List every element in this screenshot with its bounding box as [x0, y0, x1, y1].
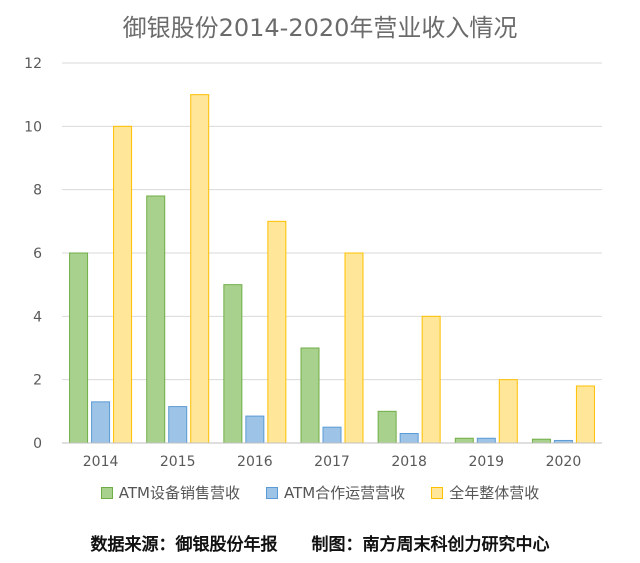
x-tick-label-5: 2019 [468, 454, 504, 470]
legend-swatch-2 [431, 486, 444, 499]
legend-item-0: ATM设备销售营收 [100, 482, 240, 503]
y-tick-label-1: 2 [33, 373, 42, 389]
bar-2-1 [190, 94, 210, 444]
legend-item-1: ATM合作运营营收 [265, 482, 406, 503]
bar-0-2 [223, 284, 243, 444]
y-tick-label-6: 12 [24, 56, 42, 72]
bar-0-4 [377, 410, 397, 444]
source-text: 数据来源：御银股份年报 [90, 535, 278, 555]
y-tick-label-3: 6 [33, 246, 42, 262]
credit-text: 制图：南方周末科创力研究中心 [311, 535, 550, 555]
bar-0-0 [69, 252, 89, 444]
bar-2-6 [575, 385, 595, 444]
x-tick-label-3: 2017 [314, 454, 350, 470]
source-note: 数据来源：御银股份年报 制图：南方周末科创力研究中心 [0, 530, 640, 555]
legend-item-2: 全年整体营收 [431, 482, 539, 503]
x-tick-label-1: 2015 [160, 454, 196, 470]
y-tick-label-0: 0 [33, 436, 42, 452]
x-tick-label-6: 2020 [546, 454, 582, 470]
x-tick-label-4: 2018 [391, 454, 427, 470]
bar-2-5 [498, 379, 518, 444]
bar-1-2 [245, 415, 265, 444]
bar-0-5 [454, 437, 474, 444]
legend-label-0: ATM设备销售营收 [118, 484, 240, 502]
x-tick-label-0: 2014 [83, 454, 119, 470]
bar-1-5 [476, 437, 496, 444]
legend-label-1: ATM合作运营营收 [283, 484, 406, 502]
bar-2-0 [113, 125, 133, 444]
legend-swatch-0 [100, 486, 113, 499]
bar-1-3 [322, 426, 342, 444]
bar-0-3 [300, 347, 320, 444]
y-tick-label-5: 10 [24, 119, 42, 135]
y-tick-label-2: 4 [33, 309, 42, 325]
bar-1-0 [91, 401, 111, 444]
chart-title: 御银股份2014-2020年营业收入情况 [122, 14, 518, 42]
bar-1-4 [399, 433, 419, 444]
bar-2-2 [267, 220, 287, 444]
bar-2-3 [344, 252, 364, 444]
legend-swatch-1 [265, 486, 278, 499]
bar-0-6 [531, 438, 551, 444]
bar-2-4 [421, 315, 441, 444]
bar-chart: 0 2 4 6 8 10 12 2014 2015 2016 2017 2018 2019 2020 [24, 56, 602, 470]
x-tick-label-2: 2016 [237, 454, 273, 470]
legend-label-2: 全年整体营收 [449, 484, 540, 502]
y-tick-label-4: 8 [33, 183, 42, 199]
bar-1-1 [168, 406, 188, 444]
legend: ATM设备销售营收 ATM合作运营营收 全年整体营收 [0, 482, 640, 503]
bar-0-1 [146, 195, 166, 444]
